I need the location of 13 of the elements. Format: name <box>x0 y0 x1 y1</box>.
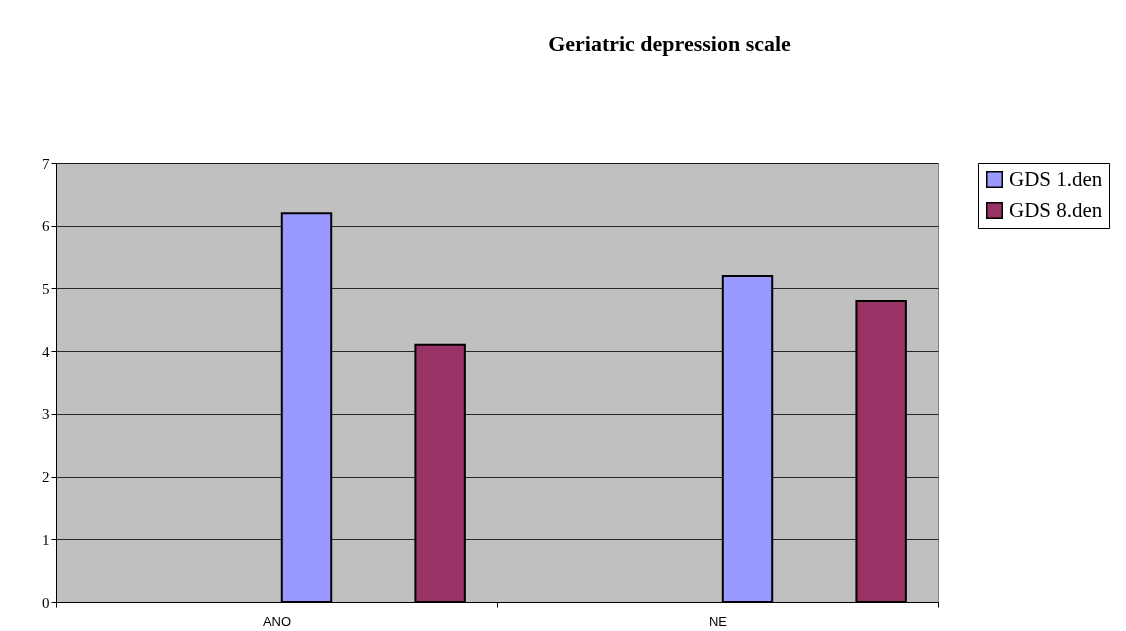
legend-label: GDS 1.den <box>1009 166 1103 191</box>
y-tick-label: 4 <box>42 343 50 360</box>
x-tick-label: NE <box>708 613 728 629</box>
y-tick-label: 0 <box>42 594 50 611</box>
y-tick-label: 3 <box>42 406 50 423</box>
chart-title: Geriatric depression scale <box>548 31 792 56</box>
y-tick-label: 5 <box>42 280 50 297</box>
legend-label: GDS 8.den <box>1009 197 1103 222</box>
y-tick-label: 1 <box>42 531 50 548</box>
y-tick-label: 6 <box>42 218 50 235</box>
y-tick-label: 2 <box>42 469 50 486</box>
y-tick-label: 7 <box>42 155 50 172</box>
x-tick-label: ANO <box>262 613 292 629</box>
